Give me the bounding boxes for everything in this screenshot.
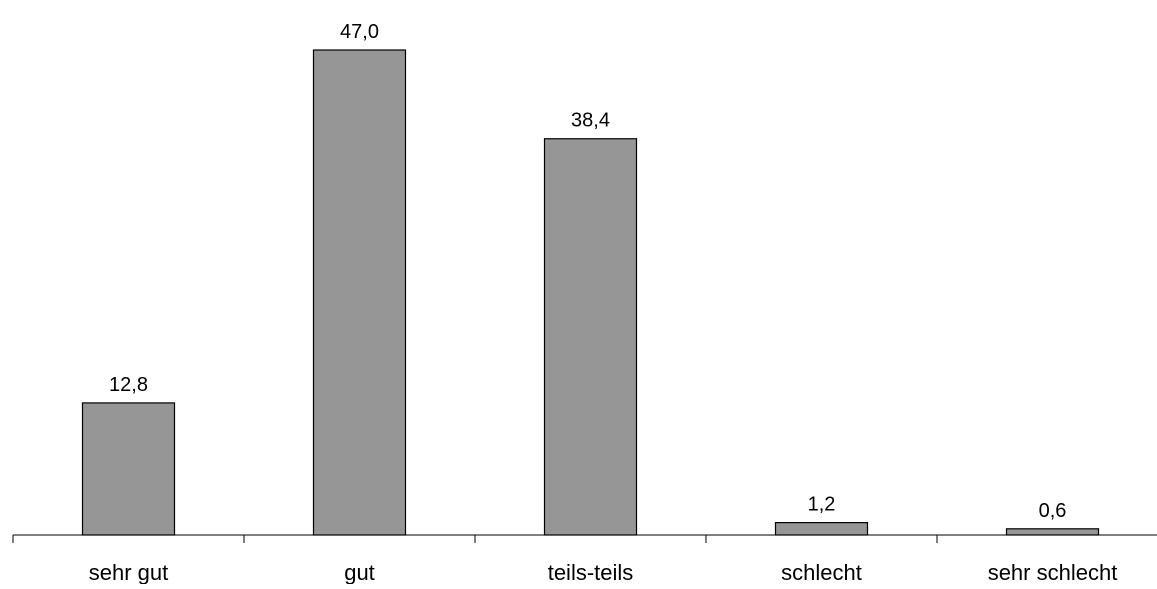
- category-label-sehr-gut: sehr gut: [89, 560, 169, 584]
- value-label-schlecht: 1,2: [808, 494, 836, 516]
- bar-sehr-gut: [81, 402, 176, 536]
- category-label-schlecht: schlecht: [781, 560, 862, 584]
- value-label-sehr-gut: 12,8: [109, 374, 148, 396]
- value-label-gut: 47,0: [340, 21, 379, 43]
- category-labels-group: sehr gut gut teils-teils schlecht sehr schle…: [89, 560, 1118, 585]
- bar-sehr-schlecht: [1005, 528, 1100, 536]
- x-axis: [12, 534, 1157, 543]
- bar-schlecht: [774, 522, 869, 536]
- category-label-gut: gut: [344, 560, 375, 584]
- value-labels-group: 12,8 47,0 38,4 1,2 0,6: [109, 21, 1066, 522]
- bar-gut: [312, 49, 407, 536]
- bar-teils-teils: [543, 138, 638, 536]
- category-label-sehr-schlecht: sehr schlecht: [988, 560, 1118, 584]
- value-label-teils-teils: 38,4: [571, 110, 610, 132]
- category-label-teils-teils: teils-teils: [548, 560, 634, 584]
- value-label-sehr-schlecht: 0,6: [1039, 500, 1067, 522]
- bars-group: [81, 49, 1100, 536]
